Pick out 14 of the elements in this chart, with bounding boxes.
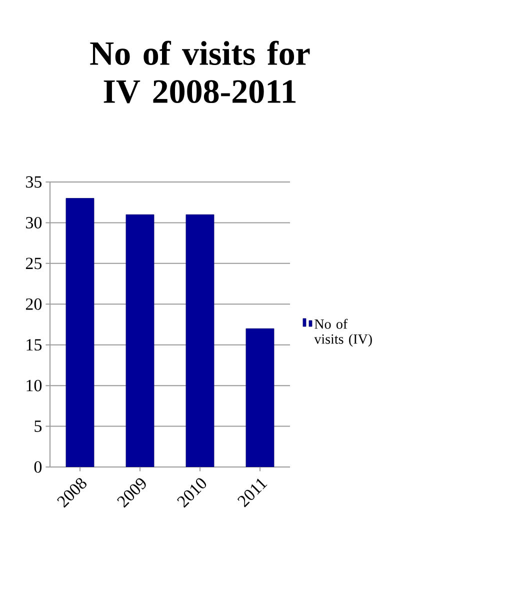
bar	[246, 328, 274, 467]
legend-label: No of visits (IV)	[314, 318, 372, 347]
y-tick-label: 30	[26, 216, 42, 228]
y-tick-label: 5	[34, 420, 42, 432]
bar	[186, 214, 214, 467]
y-tick-label: 35	[26, 176, 42, 188]
chart-title: No of visits for IV 2008-2011	[90, 40, 310, 104]
y-tick-label: 20	[26, 298, 42, 310]
y-tick-label: 10	[26, 380, 42, 392]
bar	[66, 198, 94, 467]
y-tick-label: 15	[26, 339, 42, 351]
y-tick-label: 0	[34, 461, 42, 473]
y-tick-label: 25	[26, 258, 42, 270]
bar	[126, 214, 154, 467]
